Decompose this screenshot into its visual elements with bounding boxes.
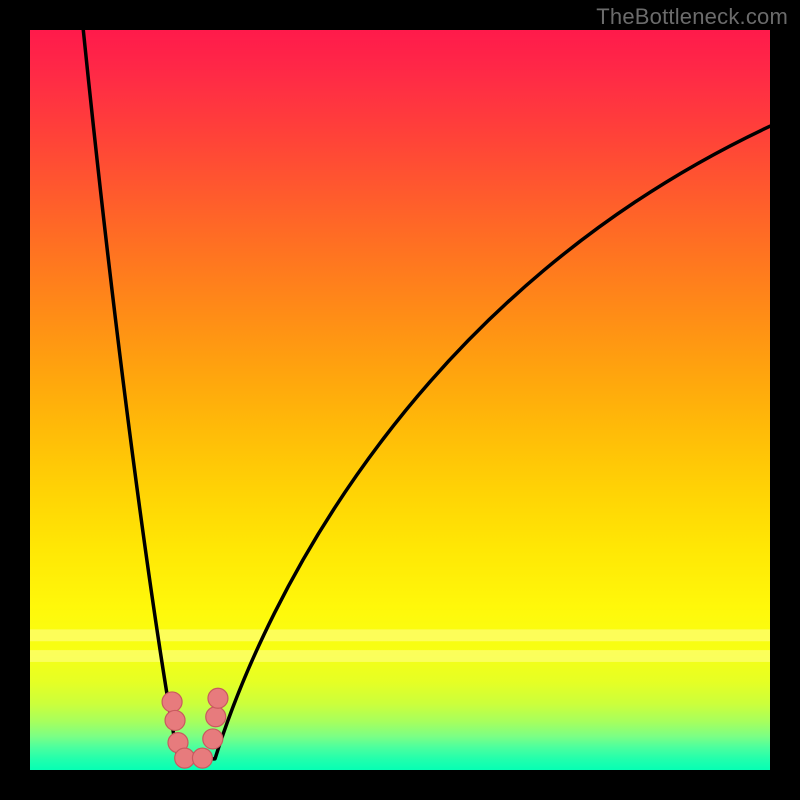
data-marker-4 — [192, 748, 212, 768]
bottleneck-chart — [0, 0, 800, 800]
data-marker-0 — [162, 692, 182, 712]
highlight-band-1 — [30, 650, 770, 662]
watermark-text: TheBottleneck.com — [596, 4, 788, 30]
data-marker-3 — [175, 748, 195, 768]
chart-container: TheBottleneck.com — [0, 0, 800, 800]
data-marker-5 — [203, 729, 223, 749]
data-marker-1 — [165, 710, 185, 730]
data-marker-6 — [206, 707, 226, 727]
highlight-band-0 — [30, 629, 770, 641]
data-marker-7 — [208, 688, 228, 708]
